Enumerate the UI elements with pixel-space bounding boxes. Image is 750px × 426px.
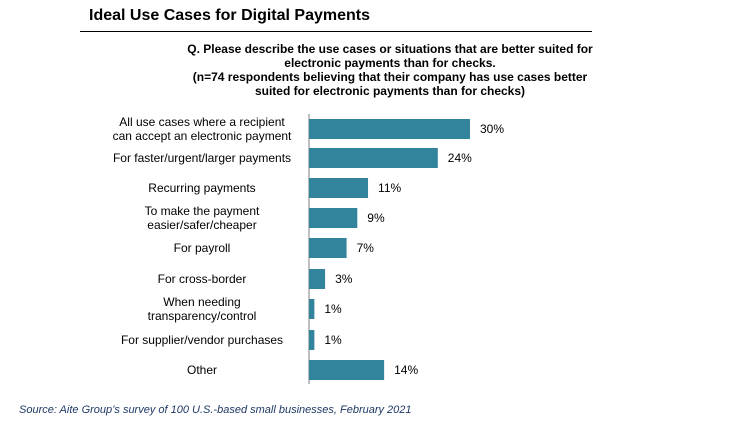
- question-line-3: (n=74 respondents believing that their c…: [192, 70, 588, 84]
- bar-1: [309, 119, 470, 139]
- value-label-2: 24%: [448, 151, 472, 165]
- category-label-3-line-1: Recurring payments: [148, 181, 255, 195]
- bar-4: [309, 208, 358, 228]
- value-label-8: 1%: [324, 333, 342, 347]
- category-label-6-line-1: For cross-border: [158, 272, 247, 286]
- title-underline: [80, 31, 592, 32]
- value-label-3: 11%: [378, 181, 401, 195]
- category-label-2-line-1: For faster/urgent/larger payments: [113, 151, 291, 165]
- value-label-4: 9%: [367, 211, 385, 225]
- category-label-4-line-1: To make the payment: [145, 204, 260, 218]
- bar-7: [309, 299, 315, 319]
- category-label-7: When needing transparency/control: [148, 295, 257, 323]
- value-label-5: 7%: [357, 241, 375, 255]
- category-label-4: To make the payment easier/safer/cheaper: [145, 204, 260, 232]
- bar-3: [309, 178, 369, 198]
- bar-8: [309, 330, 315, 350]
- category-label-2: For faster/urgent/larger payments: [113, 151, 291, 165]
- category-label-5: For payroll: [174, 241, 231, 255]
- category-label-7-line-2: transparency/control: [148, 309, 257, 323]
- bars: 30% All use cases where a recipient can ac…: [113, 115, 504, 380]
- category-label-8-line-1: For supplier/vendor purchases: [121, 333, 283, 347]
- category-label-9-line-1: Other: [187, 363, 217, 377]
- category-label-3: Recurring payments: [148, 181, 255, 195]
- bar-6: [309, 269, 326, 289]
- value-label-1: 30%: [480, 122, 504, 136]
- bar-9: [309, 360, 385, 380]
- category-label-9: Other: [187, 363, 217, 377]
- category-label-1: All use cases where a recipient can accep…: [113, 115, 292, 143]
- category-label-5-line-1: For payroll: [174, 241, 231, 255]
- bar-2: [309, 148, 438, 168]
- category-label-7-line-1: When needing: [163, 295, 240, 309]
- category-label-6: For cross-border: [158, 272, 247, 286]
- value-label-6: 3%: [335, 272, 353, 286]
- category-label-1-line-1: All use cases where a recipient: [119, 115, 285, 129]
- question-line-2: electronic payments than for checks.: [284, 56, 496, 70]
- category-label-1-line-2: can accept an electronic payment: [113, 129, 292, 143]
- value-label-7: 1%: [324, 302, 342, 316]
- category-label-8: For supplier/vendor purchases: [121, 333, 283, 347]
- value-label-9: 14%: [394, 363, 418, 377]
- category-label-4-line-2: easier/safer/cheaper: [147, 218, 256, 232]
- source-note: Source: Aite Group’s survey of 100 U.S.-…: [19, 404, 412, 416]
- question-line-4: suited for electronic payments than for …: [254, 84, 526, 98]
- question-line-1: Q. Please describe the use cases or situ…: [187, 42, 593, 56]
- bar-5: [309, 238, 347, 258]
- chart-title: Ideal Use Cases for Digital Payments: [89, 7, 370, 24]
- survey-question: Q. Please describe the use cases or situ…: [130, 42, 650, 98]
